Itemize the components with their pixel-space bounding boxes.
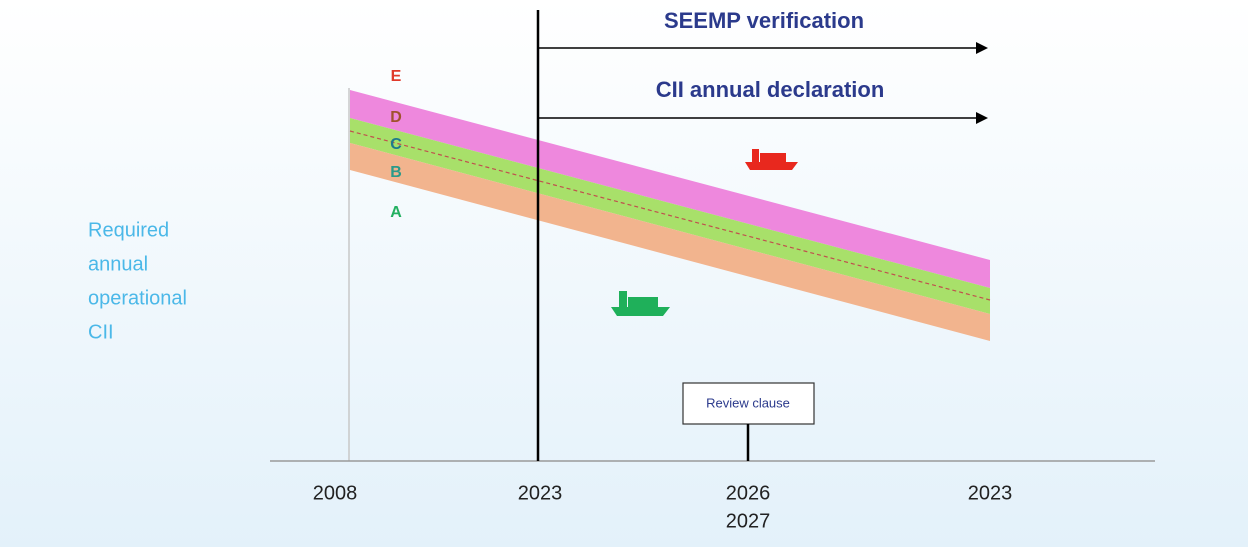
x-label: 2027 (726, 510, 771, 532)
review-label: Review clause (706, 395, 790, 410)
rating-label: D (390, 109, 402, 126)
x-label: 2008 (313, 482, 358, 504)
rating-label: B (390, 164, 402, 181)
arrow-head (976, 42, 988, 54)
band-e-d (350, 90, 990, 288)
ship-icon (745, 149, 798, 170)
y-axis-label: Required (88, 219, 169, 241)
x-label: 2023 (968, 482, 1013, 504)
y-axis-label: operational (88, 287, 187, 309)
arrow-label: SEEMP verification (664, 8, 864, 33)
ship-icon (611, 291, 670, 316)
arrow-head (976, 112, 988, 124)
x-label: 2023 (518, 482, 563, 504)
x-label: 2026 (726, 482, 771, 504)
rating-label: C (390, 136, 402, 153)
y-axis-label: annual (88, 253, 148, 275)
rating-label: E (391, 68, 402, 85)
review-box (682, 382, 815, 425)
rating-label: A (390, 204, 402, 221)
band-b (350, 143, 990, 341)
reference-line (349, 130, 991, 301)
arrow-label: CII annual declaration (656, 77, 885, 102)
y-axis-label: CII (88, 321, 114, 343)
